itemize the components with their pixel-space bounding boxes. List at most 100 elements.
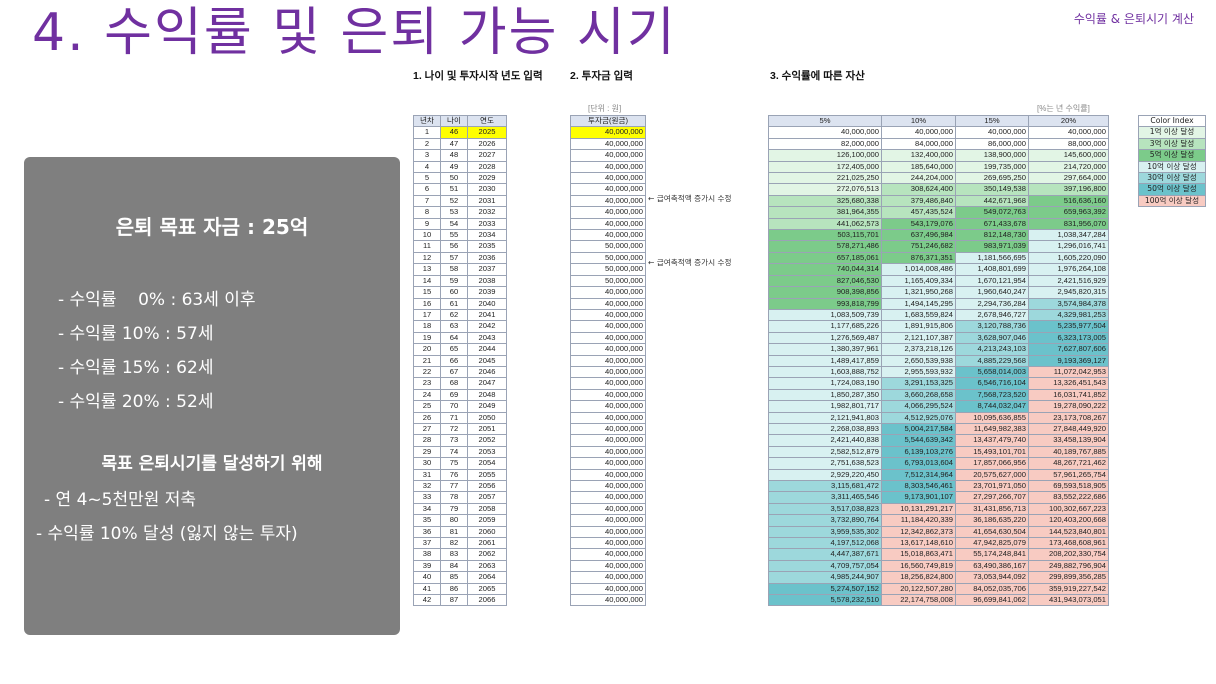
calendar-year-cell: 2030 [467,183,507,196]
investment-cell[interactable]: 40,000,000 [570,491,646,504]
asset-value-cell: 22,174,758,008 [881,594,956,607]
age-row: 16 61 2040 [413,297,507,310]
age-cell: 73 [440,434,468,447]
investment-cell[interactable]: 50,000,000 [570,251,646,265]
asset-value-cell: 2,294,736,284 [955,297,1029,310]
investment-cell[interactable]: 40,000,000 [570,149,646,162]
investment-cell[interactable]: 40,000,000 [570,297,646,310]
investment-cell[interactable]: 40,000,000 [570,354,646,367]
investment-cell[interactable]: 40,000,000 [570,479,646,493]
legend-item: 10억 이상 달성 [1138,160,1206,174]
investment-cell[interactable]: 40,000,000 [570,343,646,356]
asset-value-cell: 1,165,409,334 [881,274,956,288]
investment-cell[interactable]: 50,000,000 [570,274,646,288]
asset-value-cell: 297,664,000 [1028,172,1109,185]
asset-value-cell: 379,486,840 [881,194,956,208]
investment-cell[interactable]: 40,000,000 [570,502,646,516]
asset-value-cell: 36,186,635,220 [955,514,1029,527]
age-row: 24 69 2048 [413,388,507,402]
asset-value-cell: 549,072,763 [955,206,1029,219]
summary-box: 은퇴 목표 자금 : 25억 - 수익률 0% : 63세 이후 - 수익률 1… [24,157,400,635]
age-row: 3 48 2027 [413,149,507,162]
investment-cell[interactable]: 40,000,000 [570,206,646,219]
calendar-year-cell: 2044 [467,343,507,356]
investment-cell[interactable]: 40,000,000 [570,400,646,413]
asset-value-cell: 40,000,000 [881,126,956,139]
investment-cell[interactable]: 40,000,000 [570,468,646,482]
investment-cell[interactable]: 40,000,000 [570,514,646,527]
investment-cell[interactable]: 40,000,000 [570,582,646,596]
investment-cell[interactable]: 50,000,000 [570,240,646,253]
investment-cell[interactable]: 40,000,000 [570,286,646,299]
calendar-year-cell: 2056 [467,479,507,493]
investment-cell[interactable]: 40,000,000 [570,365,646,379]
age-cell[interactable]: 46 [440,126,468,139]
investment-cell[interactable]: 40,000,000 [570,434,646,447]
asset-value-cell: 7,627,807,606 [1028,343,1109,356]
investment-cell[interactable]: 40,000,000 [570,388,646,402]
returns-row: 2,268,038,893 5,004,217,584 11,649,982,383… [768,422,1109,436]
age-cell: 87 [440,594,468,607]
investment-cell[interactable]: 40,000,000 [570,548,646,561]
age-row: 34 79 2058 [413,502,507,516]
investment-cell[interactable]: 40,000,000 [570,377,646,390]
year-count-cell: 29 [413,445,441,459]
year-count-cell: 18 [413,320,441,333]
asset-value-cell: 3,115,681,472 [768,479,882,493]
asset-value-cell: 31,431,856,713 [955,502,1029,516]
asset-value-cell: 3,517,038,823 [768,502,882,516]
rate-line: - 수익률 15% : 62세 [58,358,214,378]
asset-value-cell: 221,025,250 [768,172,882,185]
asset-value-cell: 1,489,417,859 [768,354,882,367]
investment-cell[interactable]: 40,000,000 [570,217,646,231]
investment-cell[interactable]: 40,000,000 [570,308,646,322]
investment-cell[interactable]: 40,000,000 [570,525,646,539]
investment-cell[interactable]: 40,000,000 [570,320,646,333]
investment-cell[interactable]: 40,000,000 [570,411,646,424]
returns-row: 272,076,513 308,624,400 350,149,538 397,196… [768,183,1109,196]
investment-cell[interactable]: 40,000,000 [570,194,646,208]
year-count-cell: 19 [413,331,441,345]
year-count-cell: 21 [413,354,441,367]
investment-cell[interactable]: 40,000,000 [570,137,646,151]
asset-value-cell: 659,963,392 [1028,206,1109,219]
asset-value-cell: 20,575,627,000 [955,468,1029,482]
age-cell: 49 [440,160,468,174]
returns-row: 827,046,530 1,165,409,334 1,670,121,954 2,4… [768,274,1109,288]
investment-cell[interactable]: 40,000,000 [570,172,646,185]
returns-row: 503,115,701 637,496,984 812,148,730 1,038,3… [768,229,1109,242]
investment-cell[interactable]: 40,000,000 [570,126,646,139]
age-row: 21 66 2045 [413,354,507,367]
calendar-year-cell[interactable]: 2025 [467,126,507,139]
asset-value-cell: 208,202,330,754 [1028,548,1109,561]
asset-value-cell: 740,044,314 [768,263,882,276]
age-row: 26 71 2050 [413,411,507,424]
asset-value-cell: 2,421,440,838 [768,434,882,447]
calendar-year-cell: 2054 [467,457,507,470]
asset-value-cell: 1,321,950,268 [881,286,956,299]
age-row: 6 51 2030 [413,183,507,196]
investment-cell[interactable]: 40,000,000 [570,571,646,584]
calendar-year-cell: 2055 [467,468,507,482]
calendar-year-cell: 2041 [467,308,507,322]
investment-cell[interactable]: 40,000,000 [570,229,646,242]
asset-value-cell: 33,458,139,904 [1028,434,1109,447]
investment-cell[interactable]: 40,000,000 [570,537,646,550]
investment-cell[interactable]: 40,000,000 [570,422,646,436]
returns-row: 740,044,314 1,014,008,486 1,408,801,699 1,9… [768,263,1109,276]
asset-value-cell: 751,246,682 [881,240,956,253]
asset-value-cell: 3,732,890,764 [768,514,882,527]
age-table: 년차 나이 연도 1 46 2025 2 47 2026 3 48 2027 4 49 2028 5 50… [413,114,507,607]
investment-cell[interactable]: 40,000,000 [570,183,646,196]
investment-cell[interactable]: 50,000,000 [570,263,646,276]
tip-return: - 수익률 10% 달성 (잃지 않는 투자) [36,524,298,544]
asset-value-cell: 359,919,227,542 [1028,582,1109,596]
investment-cell[interactable]: 40,000,000 [570,331,646,345]
age-cell: 50 [440,172,468,185]
investment-cell[interactable]: 40,000,000 [570,457,646,470]
investment-cell[interactable]: 40,000,000 [570,559,646,573]
investment-cell[interactable]: 40,000,000 [570,594,646,607]
asset-value-cell: 40,189,767,885 [1028,445,1109,459]
investment-cell[interactable]: 40,000,000 [570,160,646,174]
investment-cell[interactable]: 40,000,000 [570,445,646,459]
